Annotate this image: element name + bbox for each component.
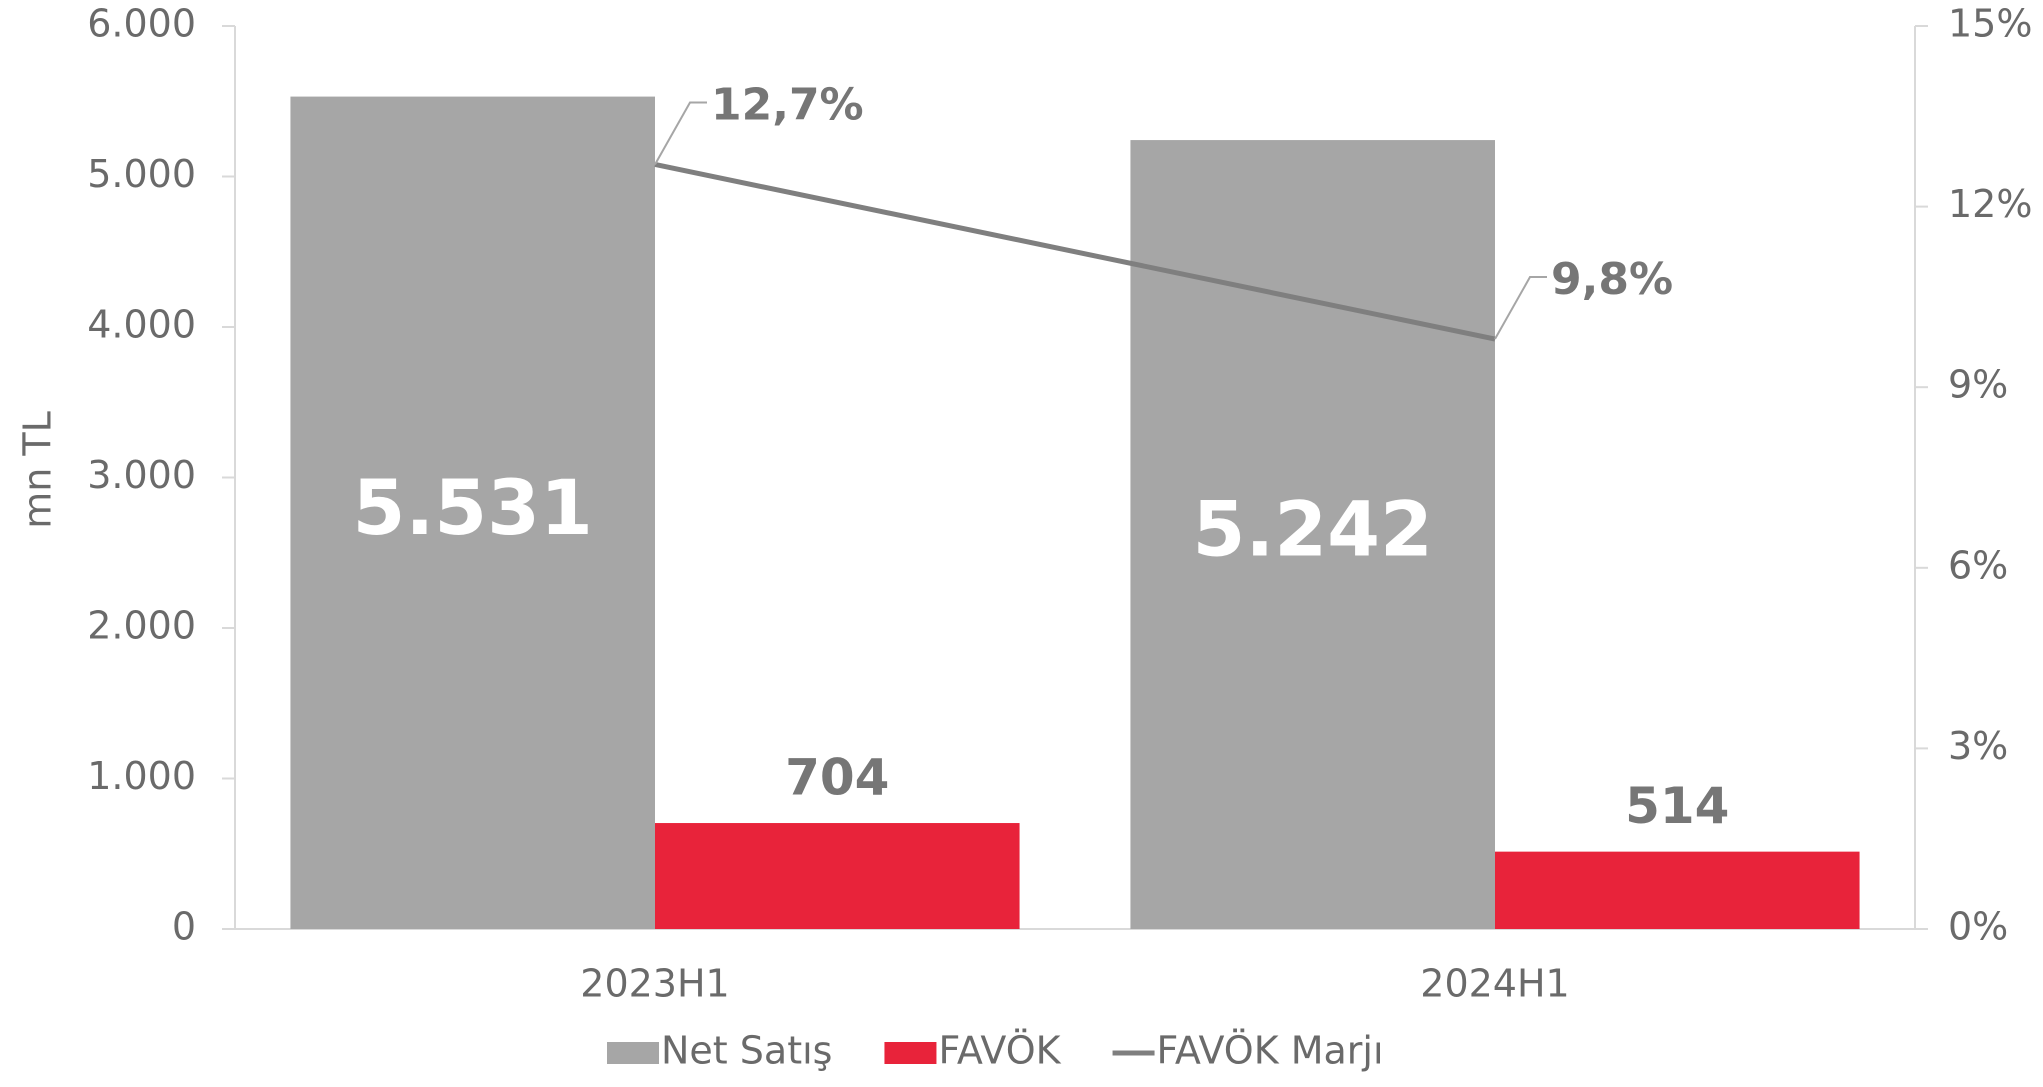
y-tick-label: 4.000 <box>87 303 196 347</box>
label-leader <box>654 101 707 165</box>
y-tick-label: 5.000 <box>87 152 196 196</box>
y2-tick-label: 0% <box>1948 905 2008 949</box>
y-tick-label: 1.000 <box>87 754 196 798</box>
legend-swatch <box>607 1042 659 1064</box>
bar-value-label: 704 <box>785 749 889 807</box>
x-tick-label: 2023H1 <box>580 962 729 1006</box>
legend-label: Net Satış <box>661 1029 832 1073</box>
y-tick-label: 3.000 <box>87 453 196 497</box>
y2-tick-label: 3% <box>1948 724 2008 768</box>
y2-tick-label: 9% <box>1948 363 2008 407</box>
y-tick-label: 6.000 <box>87 2 196 46</box>
y-axis-title: mn TL <box>16 411 60 529</box>
legend-label: FAVÖK <box>938 1029 1061 1073</box>
line-value-label: 12,7% <box>711 79 864 130</box>
bar <box>290 96 655 930</box>
y2-tick-label: 15% <box>1948 2 2032 46</box>
line-value-label: 9,8% <box>1551 254 1673 305</box>
legend-swatch <box>884 1042 937 1064</box>
bar-value-label: 514 <box>1625 777 1729 835</box>
bar <box>1130 140 1495 930</box>
y2-tick-label: 6% <box>1948 543 2008 587</box>
line-series <box>654 162 1496 342</box>
x-tick-label: 2024H1 <box>1420 962 1569 1006</box>
legend-label: FAVÖK Marjı <box>1157 1029 1384 1073</box>
y-tick-label: 0 <box>172 905 196 949</box>
y-tick-label: 2.000 <box>87 604 196 648</box>
label-leader <box>1494 276 1547 340</box>
bar <box>655 823 1020 929</box>
bar-value-label: 5.531 <box>353 463 593 552</box>
bar <box>1495 851 1860 929</box>
bar-value-label: 5.242 <box>1193 485 1433 574</box>
y2-tick-label: 12% <box>1948 182 2032 226</box>
